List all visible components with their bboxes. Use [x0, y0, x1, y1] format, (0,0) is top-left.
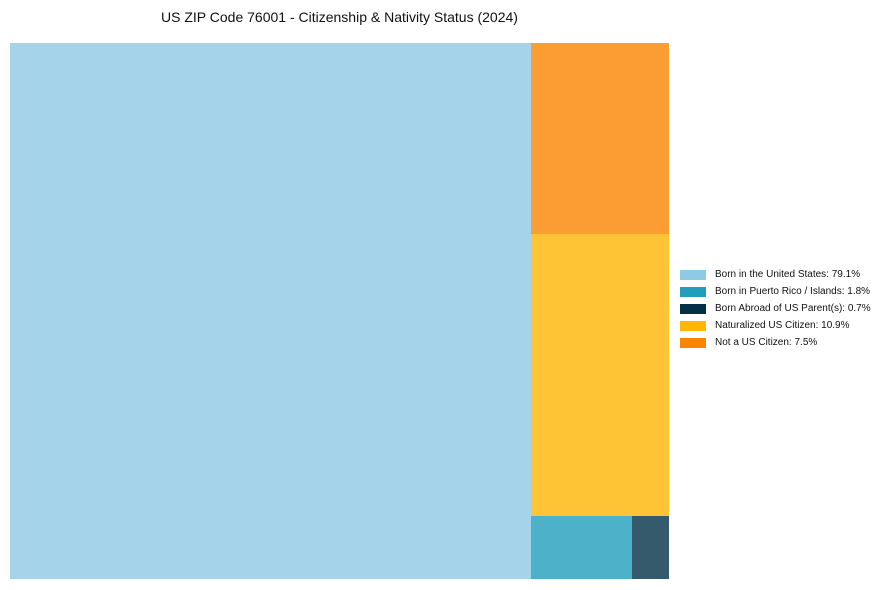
chart-title: US ZIP Code 76001 - Citizenship & Nativi…: [161, 9, 518, 25]
legend-swatch: [680, 320, 706, 331]
legend-label: Born Abroad of US Parent(s): 0.7%: [715, 303, 871, 314]
treemap-tile: [531, 234, 669, 516]
treemap-tile: [531, 43, 669, 234]
legend-item: Naturalized US Citizen: 10.9%: [680, 318, 871, 333]
legend-swatch: [680, 303, 706, 314]
treemap-tile: [632, 516, 669, 579]
legend-label: Born in Puerto Rico / Islands: 1.8%: [715, 286, 871, 297]
legend-swatch: [680, 337, 706, 348]
legend-label: Naturalized US Citizen: 10.9%: [715, 320, 850, 331]
legend: Born in the United States: 79.1% Born in …: [680, 267, 871, 352]
legend-swatch: [680, 286, 706, 297]
legend-label: Born in the United States: 79.1%: [715, 269, 861, 280]
treemap-tile: [10, 43, 531, 579]
legend-item: Not a US Citizen: 7.5%: [680, 335, 871, 350]
legend-item: Born in the United States: 79.1%: [680, 267, 871, 282]
legend-item: Born Abroad of US Parent(s): 0.7%: [680, 301, 871, 316]
treemap: [10, 43, 669, 579]
treemap-tile: [531, 516, 632, 579]
legend-label: Not a US Citizen: 7.5%: [715, 337, 818, 348]
legend-swatch: [680, 269, 706, 280]
legend-item: Born in Puerto Rico / Islands: 1.8%: [680, 284, 871, 299]
